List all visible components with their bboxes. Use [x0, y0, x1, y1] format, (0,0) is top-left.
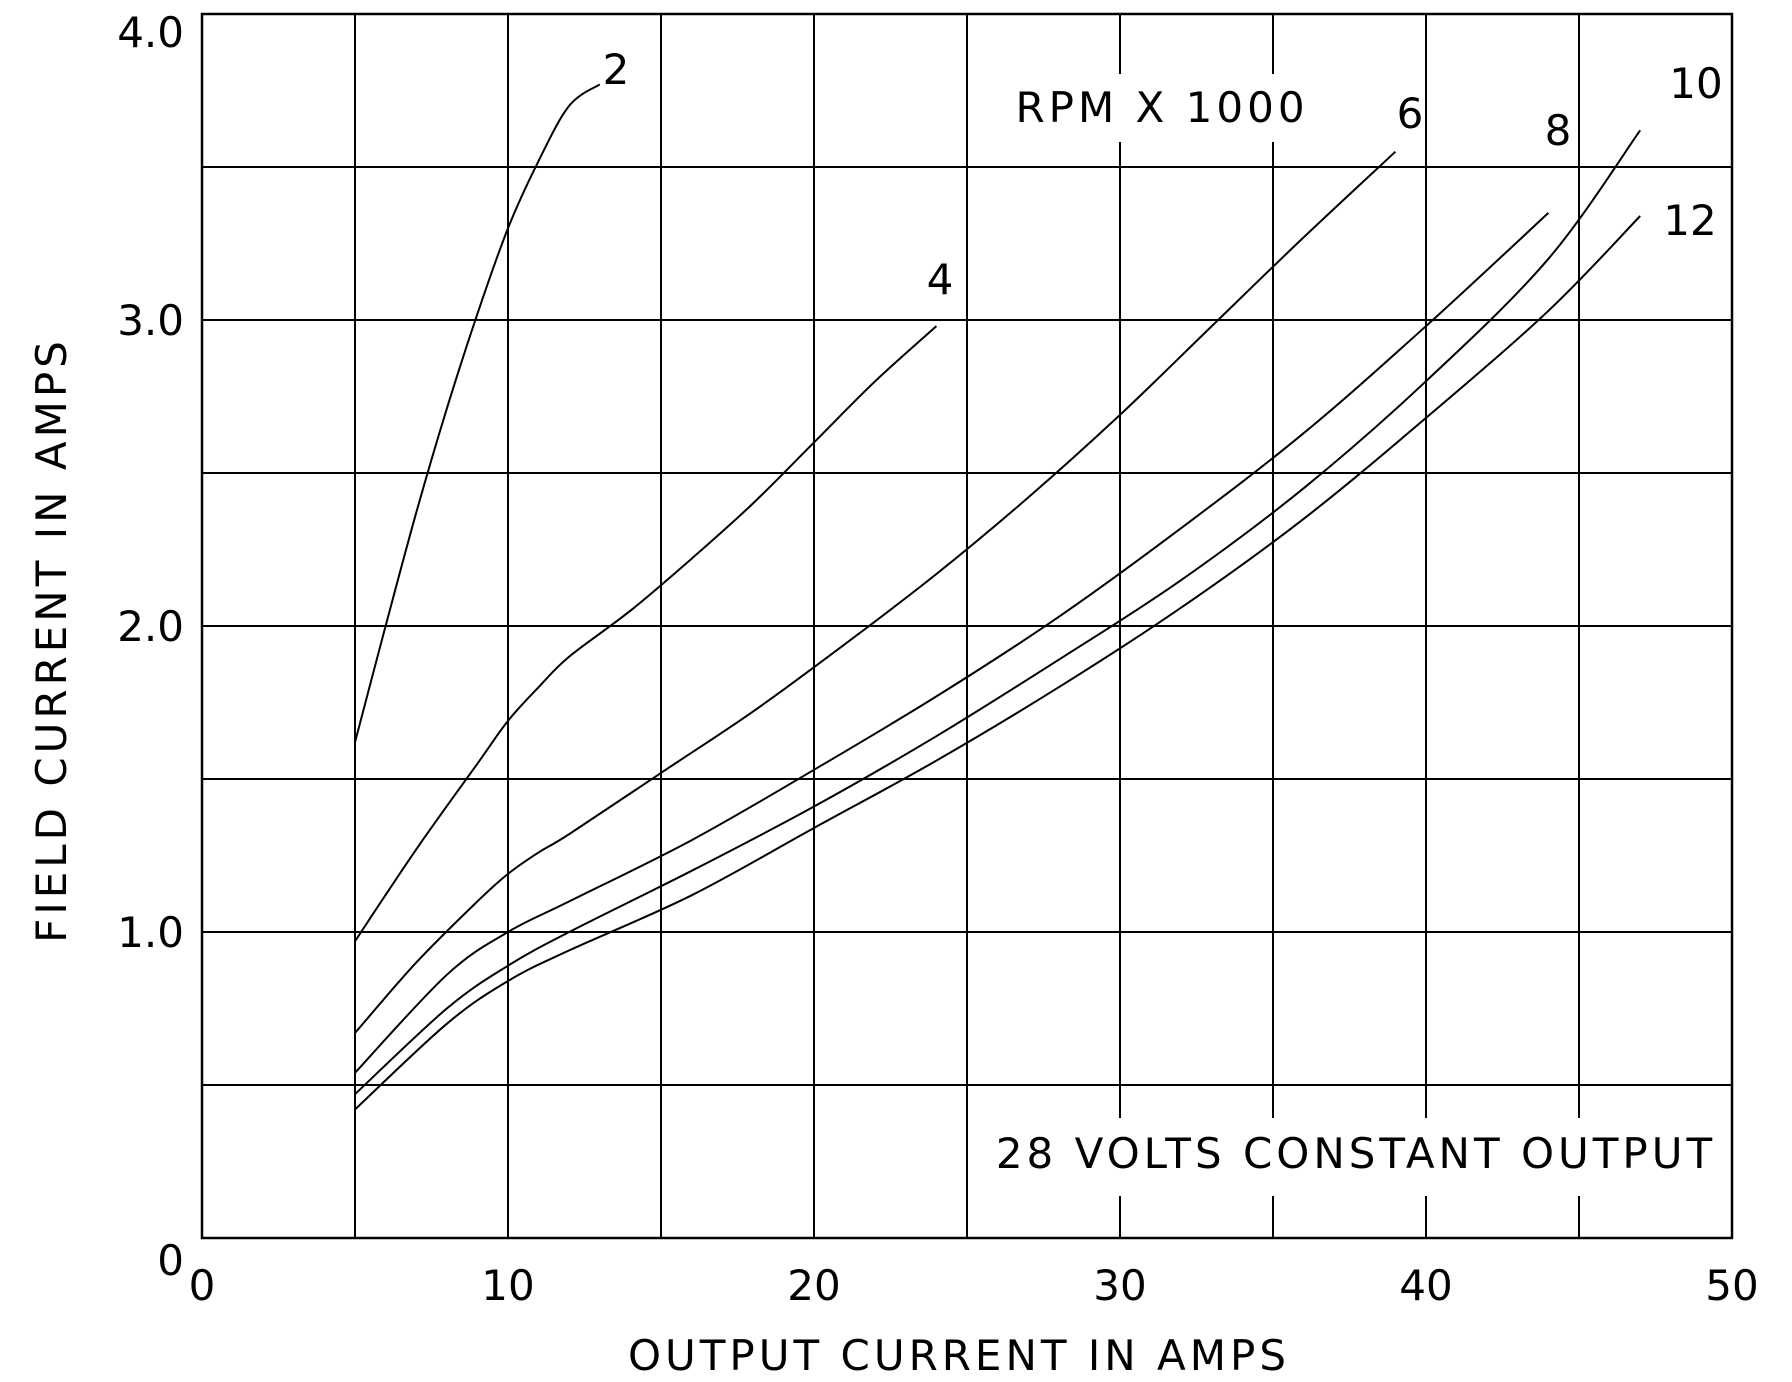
annotation-backgrounds: [998, 74, 1714, 1196]
series-label-8: 8: [1545, 106, 1572, 155]
y-axis-label: FIELD CURRENT IN AMPS: [27, 337, 76, 943]
annotation-volts-background: [998, 1118, 1714, 1196]
x-tick-label: 50: [1705, 1261, 1758, 1310]
series-label-2: 2: [603, 45, 630, 94]
series-line-8: [354, 212, 1550, 1074]
plot-border: [200, 12, 1734, 1240]
x-axis-label: OUTPUT CURRENT IN AMPS: [628, 1331, 1290, 1380]
y-tick-label: 0: [157, 1236, 184, 1285]
y-tick-label: 2.0: [117, 602, 184, 651]
series-line-12: [354, 215, 1641, 1111]
annotation-rpm: RPM X 1000: [1015, 83, 1308, 132]
series-label-12: 12: [1663, 196, 1716, 245]
annotation-volts: 28 VOLTS CONSTANT OUTPUT: [996, 1129, 1716, 1178]
y-tick-label: 4.0: [117, 8, 184, 57]
series-label-10: 10: [1669, 59, 1722, 108]
y-tick-label: 3.0: [117, 296, 184, 345]
annotation-rpm-background: [1005, 74, 1317, 142]
grid: [202, 14, 1732, 1238]
tick-labels: 0 10 20 30 40 50 0 1.0 2.0 3.0 4.0: [117, 8, 1759, 1310]
series-line-10: [354, 129, 1642, 1095]
x-tick-label: 40: [1399, 1261, 1452, 1310]
x-tick-label: 10: [481, 1261, 534, 1310]
series-curves: [354, 83, 1642, 1111]
series-line-6: [354, 150, 1397, 1034]
x-tick-label: 20: [787, 1261, 840, 1310]
series-line-2: [354, 83, 601, 743]
series-labels: 2 4 6 8 10 12: [603, 45, 1723, 304]
series-label-4: 4: [927, 255, 954, 304]
series-label-6: 6: [1397, 89, 1424, 138]
chart-text: RPM X 1000 28 VOLTS CONSTANT OUTPUT OUTP…: [27, 83, 1716, 1380]
y-tick-label: 1.0: [117, 908, 184, 957]
x-tick-label: 0: [189, 1261, 216, 1310]
x-tick-label: 30: [1093, 1261, 1146, 1310]
series-line-4: [354, 325, 938, 942]
plot-frame: [200, 12, 1734, 1240]
